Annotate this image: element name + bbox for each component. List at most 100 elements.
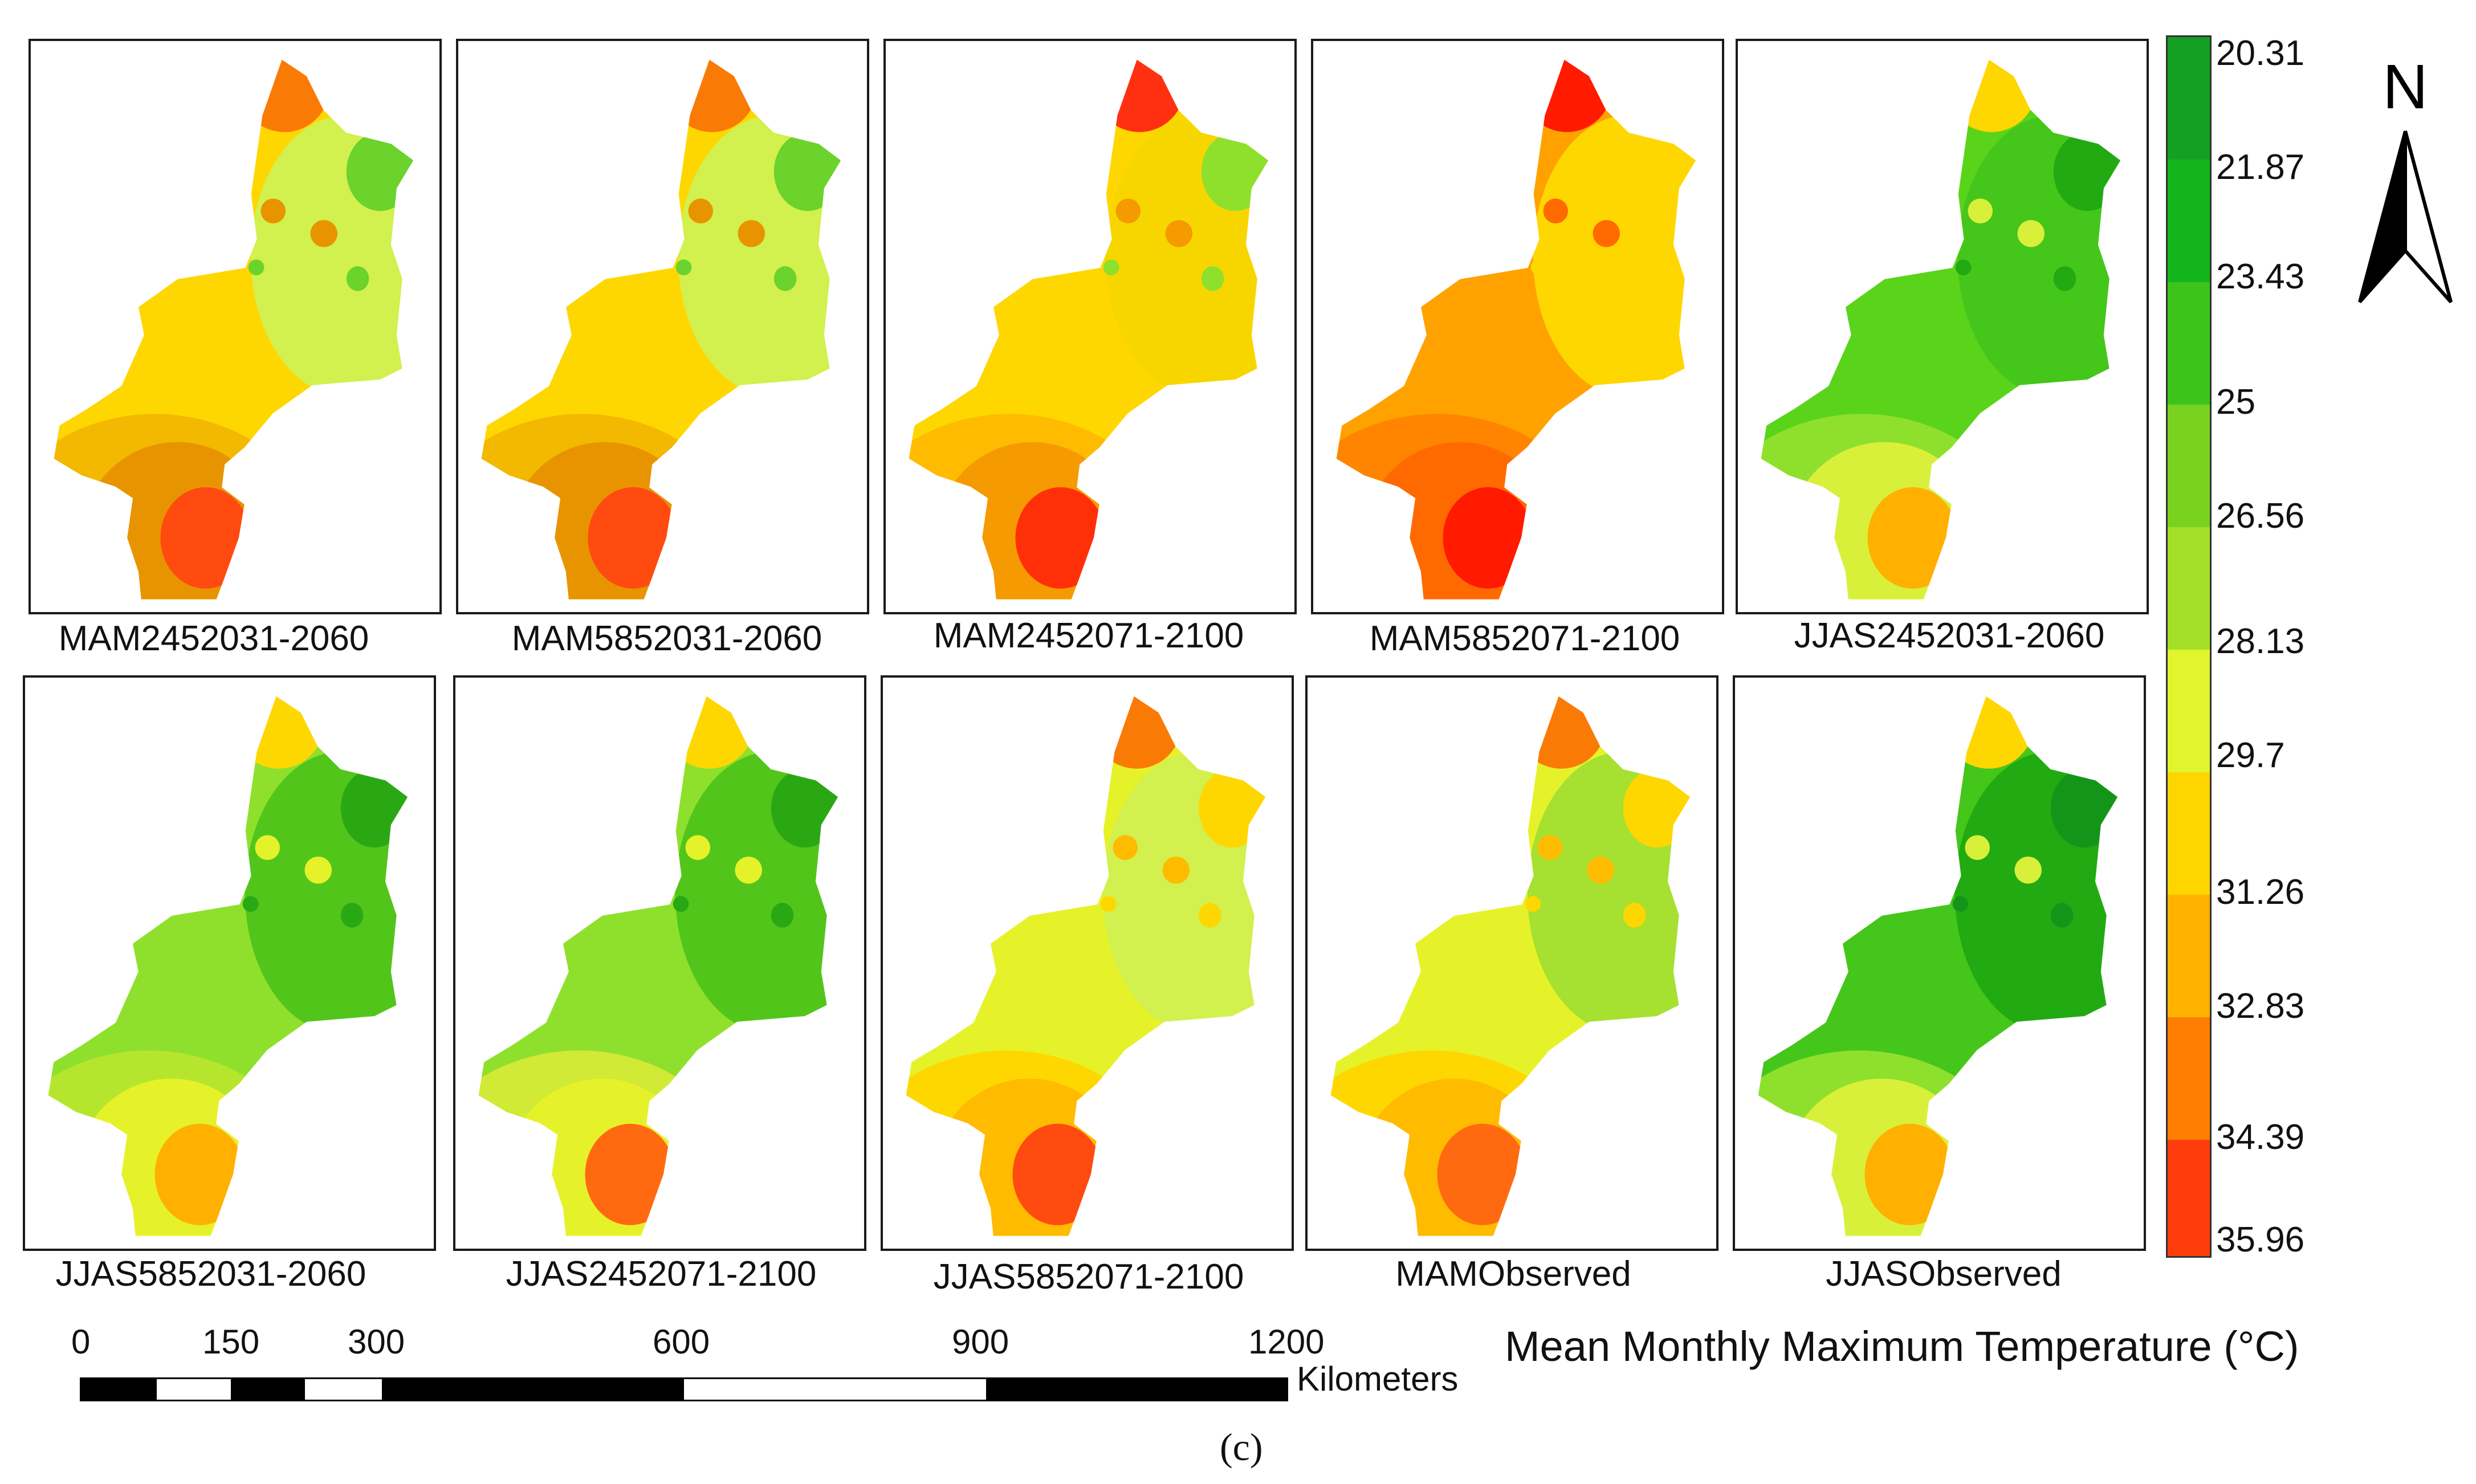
map-shape [1335,58,1697,601]
panel-label: JJAS2452031-2060 [1794,616,2105,655]
region-outline [1760,58,2122,601]
legend-color-ramp [2166,35,2212,1258]
temperature-zone [2050,768,2119,848]
region-outline [47,694,409,1237]
temperature-zone [1864,1123,1955,1225]
temperature-zone [1530,259,1547,276]
temperature-zone [1628,132,1697,211]
temperature-zone [2017,220,2045,247]
legend-tick-label: 29.7 [2216,736,2285,775]
legend-tick-label: 32.83 [2216,986,2305,1026]
figure-caption: (c) [1220,1425,1263,1469]
temperature-zone [340,768,409,848]
scale-tick-label: 150 [202,1323,260,1361]
temperature-zone [1516,695,1607,769]
panel-label: MAMObserved [1395,1254,1631,1294]
map-panel [883,39,1297,614]
region-outline [907,58,1270,601]
temperature-zone [1587,857,1614,884]
legend-title: Mean Monthly Maximum Temperature (°C) [1505,1323,2299,1370]
legend-tick-label: 23.43 [2216,257,2305,296]
temperature-zone [1094,59,1185,132]
map-panel [1311,39,1724,614]
temperature-zone [1015,487,1106,589]
temperature-zone [673,896,689,912]
panel-label: MAM2452071-2100 [933,616,1244,655]
map-panel [28,39,442,614]
temperature-zone [1946,59,2037,132]
temperature-zone [1198,768,1266,848]
map-shape [1329,694,1692,1237]
panel-label: JJAS5852071-2100 [933,1257,1244,1297]
temperature-zone [1201,132,1269,211]
legend-swatch [2168,772,2210,895]
map-shape [1760,58,2122,601]
temperature-zone [771,903,794,928]
temperature-zone [1623,903,1646,928]
temperature-zone [310,220,337,247]
temperature-zone [773,132,842,211]
panel-label: JJAS5852031-2060 [55,1254,366,1294]
temperature-zone [585,1123,675,1225]
region-outline [52,58,415,601]
legend-tick-label: 28.13 [2216,622,2305,661]
legend-swatch [2168,405,2210,527]
map-shape [480,58,842,601]
map-shape [47,694,409,1237]
legend-swatch [2168,160,2210,282]
map-shape [907,58,1270,601]
temperature-zone [2014,857,2042,884]
scale-tick-label: 300 [348,1323,405,1361]
map-shape [1757,694,2119,1237]
region-outline [1335,58,1697,601]
temperature-zone [588,487,678,589]
temperature-zone [255,835,280,861]
temperature-zone [1100,896,1117,912]
temperature-zone [1437,1123,1528,1225]
map-panel [23,675,436,1251]
temperature-zone [346,266,369,291]
temperature-zone [154,1123,245,1225]
temperature-zone [260,198,286,224]
legend-tick-label: 35.96 [2216,1220,2305,1259]
map-panel [1733,675,2146,1251]
temperature-zone [1543,198,1569,224]
map-panel [456,39,869,614]
temperature-zone [735,857,762,884]
scale-tick-label: 600 [653,1323,710,1361]
temperature-zone [771,768,839,848]
temperature-zone [340,903,364,928]
panel-label: MAM5852031-2060 [511,619,822,658]
north-arrow-icon: N [2358,63,2453,303]
map-panel [1305,675,1718,1251]
map-shape [905,694,1267,1237]
temperature-zone [685,835,711,861]
region-outline [1757,694,2119,1237]
temperature-zone [1943,695,2034,769]
temperature-zone [304,857,332,884]
temperature-zone [2053,132,2121,211]
temperature-zone [1443,487,1533,589]
legend-tick-label: 34.39 [2216,1118,2305,1157]
temperature-zone [1525,896,1541,912]
temperature-zone [688,198,714,224]
temperature-zone [2053,266,2076,291]
temperature-zone [1198,903,1221,928]
temperature-zone [1162,857,1190,884]
temperature-zone [773,266,797,291]
panel-label: JJASObserved [1826,1254,2062,1294]
map-panel [453,675,866,1251]
scale-unit-label: Kilometers [1297,1360,1459,1398]
temperature-zone [1012,1123,1103,1225]
scale-tick-label: 900 [952,1323,1009,1361]
temperature-zone [1965,835,1990,861]
temperature-zone [1628,266,1652,291]
temperature-zone [1113,835,1138,861]
region-outline [480,58,842,601]
legend-tick-label: 21.87 [2216,148,2305,187]
region-outline [477,694,840,1237]
map-panel [1736,39,2149,614]
panel-label: JJAS2452071-2100 [506,1254,817,1294]
region-outline [905,694,1267,1237]
temperature-zone [1201,266,1224,291]
